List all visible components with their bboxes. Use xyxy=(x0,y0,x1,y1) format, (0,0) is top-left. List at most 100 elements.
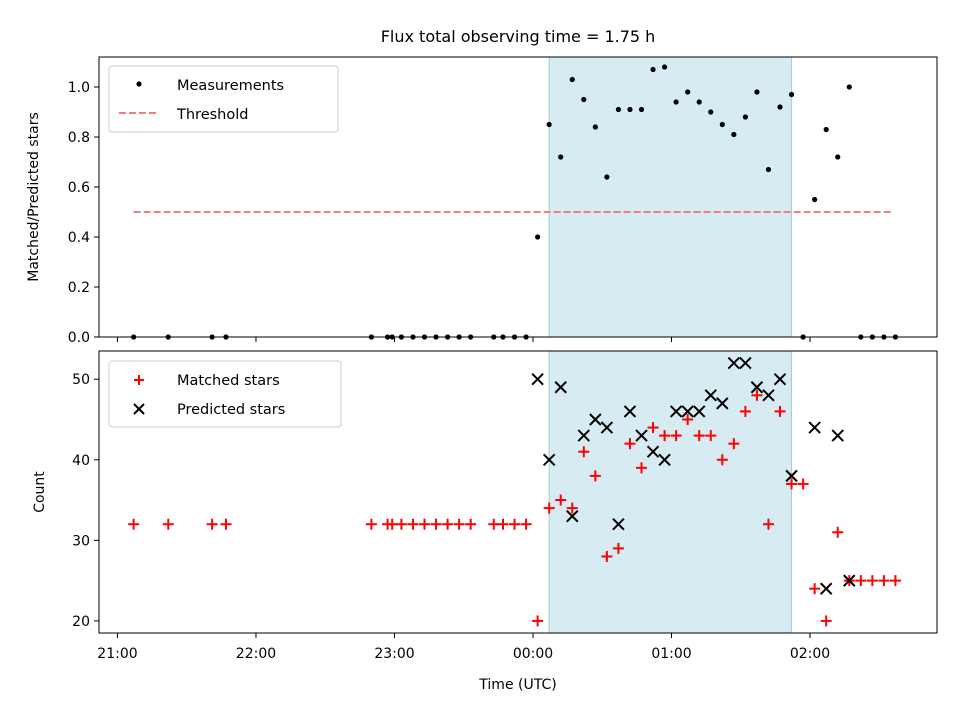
matched-star-point xyxy=(889,575,901,587)
measurement-point xyxy=(777,104,783,110)
ratio-panel: 0.0 0.2 0.4 0.6 0.8 1.0 Flux total observing … xyxy=(26,27,938,346)
predicted-star-point xyxy=(843,574,856,587)
top-plot-frame xyxy=(98,56,938,338)
bottom-legend-box xyxy=(108,360,342,428)
matched-star-point xyxy=(855,575,867,587)
matched-star-point xyxy=(206,518,218,530)
x-tick-label: 01:00 xyxy=(651,646,691,662)
matched-star-point xyxy=(555,494,567,506)
predicted-star-point xyxy=(554,381,567,394)
bottom-y-tick-label: 20 xyxy=(72,614,90,630)
bottom-observing-window xyxy=(548,350,793,634)
measurement-point xyxy=(673,99,679,105)
matched-star-point xyxy=(442,518,454,530)
matched-star-point xyxy=(589,470,601,482)
predicted-star-point xyxy=(727,356,741,370)
predicted-star-point xyxy=(531,372,544,386)
predicted-star-point xyxy=(808,421,821,434)
matched-star-point xyxy=(774,405,786,417)
measurement-point xyxy=(685,89,691,95)
matched-star-point xyxy=(395,518,407,530)
matched-star-point xyxy=(624,438,636,450)
matched-star-point xyxy=(693,430,705,442)
matched-star-point xyxy=(465,518,477,530)
measurement-point xyxy=(569,76,575,83)
predicted-star-point xyxy=(739,356,752,370)
matched-star-point xyxy=(509,518,521,530)
measurement-point xyxy=(558,154,564,160)
x-tick-label: 21:00 xyxy=(97,646,137,662)
predicted-star-point xyxy=(577,429,591,442)
matched-star-point xyxy=(716,454,728,466)
measurement-point xyxy=(846,84,852,90)
predicted-stars-points xyxy=(531,356,856,595)
bottom-y-tick-label: 50 xyxy=(72,372,90,388)
matched-star-point xyxy=(739,405,751,417)
predicted-star-point xyxy=(658,453,671,466)
measurement-point xyxy=(754,89,760,95)
predicted-star-point xyxy=(542,453,556,466)
top-y-tick-label: 0.2 xyxy=(68,280,90,296)
predicted-star-point xyxy=(600,421,614,434)
measurement-point xyxy=(731,131,737,138)
matched-star-point xyxy=(578,446,590,458)
matched-star-point xyxy=(497,518,509,530)
predicted-star-point xyxy=(623,405,637,418)
predicted-star-point xyxy=(762,389,775,402)
matched-star-point xyxy=(601,550,613,562)
predicted-star-point xyxy=(831,429,844,442)
predicted-legend-label: Predicted stars xyxy=(177,402,285,418)
predicted-star-point xyxy=(635,429,648,442)
matched-star-point xyxy=(612,542,624,554)
measurement-point xyxy=(604,174,610,180)
predicted-star-point xyxy=(566,509,579,523)
matched-star-point xyxy=(566,502,578,514)
top-y-tick-label: 0.6 xyxy=(68,180,90,196)
chart-title: Flux total observing time = 1.75 h xyxy=(381,27,656,46)
measurement-point xyxy=(823,126,829,133)
x-axis-label: Time (UTC) xyxy=(478,677,556,693)
predicted-star-point xyxy=(773,372,787,386)
measurement-point xyxy=(742,114,748,120)
matched-star-point xyxy=(682,413,694,425)
predicted-star-point xyxy=(704,389,717,402)
x-tick-label: 00:00 xyxy=(513,646,553,662)
matched-star-point xyxy=(832,526,844,538)
matched-star-point xyxy=(866,575,878,587)
matched-star-point xyxy=(162,518,174,530)
matched-star-point xyxy=(728,438,740,450)
top-y-tick-label: 0.4 xyxy=(68,230,90,246)
measurements-legend-label: Measurements xyxy=(177,78,284,94)
measurement-point xyxy=(546,121,552,128)
matched-star-point xyxy=(430,518,442,530)
matched-star-point xyxy=(419,518,431,530)
matched-star-point xyxy=(636,462,648,474)
x-tick-label: 02:00 xyxy=(790,646,830,662)
measurements-legend-marker xyxy=(136,81,142,87)
top-legend: Measurements Threshold xyxy=(108,65,339,133)
measurement-point xyxy=(627,106,633,113)
matched-star-point xyxy=(705,430,717,442)
predicted-star-point xyxy=(785,469,798,483)
measurement-point xyxy=(765,166,772,173)
bottom-plot-frame xyxy=(98,350,938,634)
matched-star-point xyxy=(453,518,465,530)
top-y-tick-label: 0.8 xyxy=(68,130,90,146)
predicted-star-point xyxy=(681,405,694,418)
top-y-axis: 0.0 0.2 0.4 0.6 0.8 1.0 xyxy=(68,80,99,346)
x-axis: 21:00 22:00 23:00 00:00 01:00 02:00 xyxy=(97,633,830,662)
matched-star-point xyxy=(488,518,500,530)
threshold-legend-label: Threshold xyxy=(176,107,248,123)
measurement-points xyxy=(131,64,899,340)
measurement-point xyxy=(661,64,668,70)
measurement-point xyxy=(812,196,818,203)
predicted-star-point xyxy=(693,405,706,418)
bottom-legend: Matched stars Predicted stars xyxy=(108,360,342,428)
matched-star-point xyxy=(647,422,659,434)
predicted-star-point xyxy=(750,381,764,394)
matched-star-point xyxy=(670,430,682,442)
matched-star-point xyxy=(128,518,140,530)
predicted-star-point xyxy=(819,582,833,595)
